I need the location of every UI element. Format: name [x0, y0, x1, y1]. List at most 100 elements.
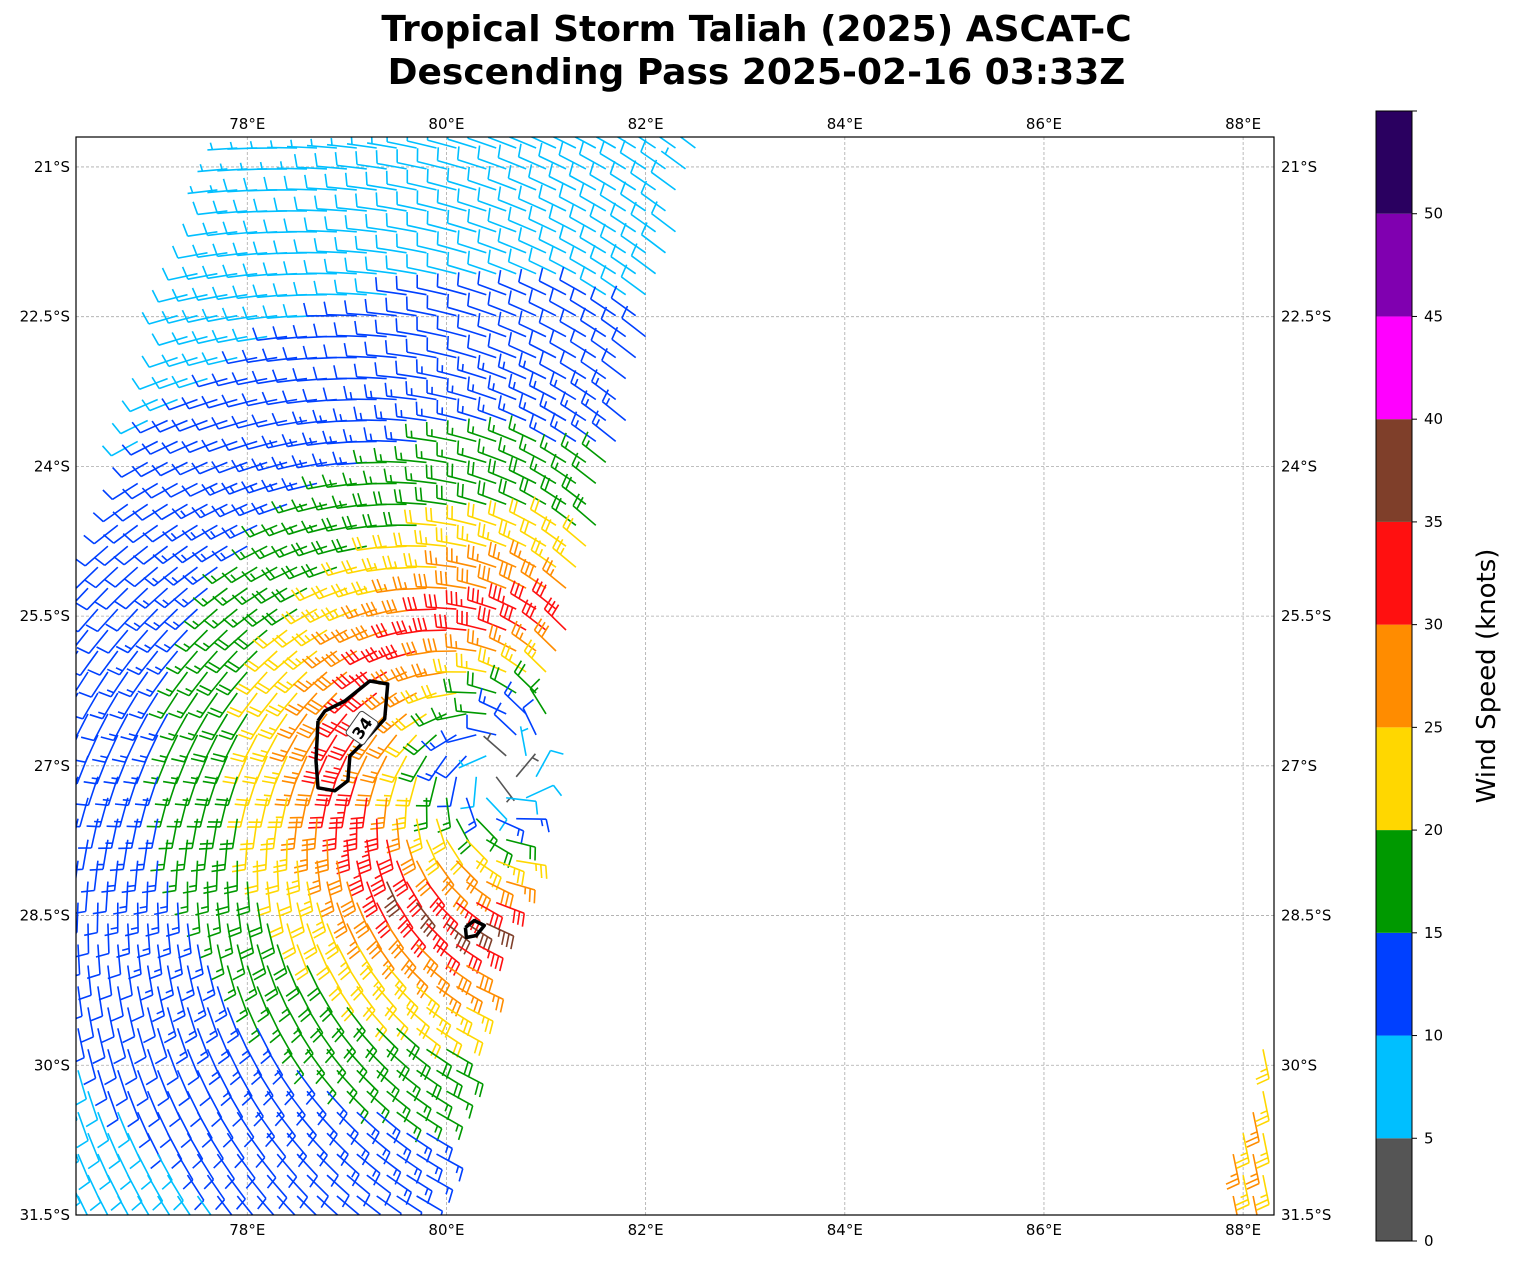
wind-barb-path	[425, 421, 457, 443]
wind-barb	[256, 1069, 274, 1106]
wind-barb-path	[135, 629, 169, 653]
wind-barb	[141, 860, 159, 894]
wind-barb-path	[456, 440, 487, 464]
y-tick-label-right: 27°S	[1281, 757, 1317, 775]
wind-barb	[323, 301, 357, 317]
wind-barb	[35, 924, 48, 957]
wind-barb	[166, 1090, 181, 1128]
wind-barb-path	[76, 986, 83, 1020]
wind-barb-path	[281, 755, 308, 785]
wind-barb	[620, 264, 647, 296]
wind-barb	[550, 453, 577, 485]
wind-barb-path	[363, 427, 397, 443]
wind-barb	[222, 221, 258, 236]
wind-barb-path	[276, 1153, 298, 1189]
wind-barb	[115, 629, 149, 654]
wind-barb	[432, 658, 467, 673]
wind-barb	[35, 1112, 47, 1147]
wind-barb-path	[493, 702, 517, 736]
wind-barb-path	[261, 348, 298, 362]
wind-barb-path	[182, 223, 218, 237]
wind-barb-path	[287, 1217, 308, 1250]
wind-barb	[231, 328, 268, 343]
wind-barb	[498, 519, 527, 547]
wind-barb	[236, 1069, 253, 1106]
wind-barb-path	[497, 144, 527, 170]
wind-barb	[365, 214, 397, 233]
wind-barb-path	[176, 1111, 193, 1149]
wind-barb	[541, 556, 567, 589]
wind-barb	[191, 287, 228, 301]
wind-barb-path	[83, 1049, 97, 1086]
wind-barb-path	[406, 211, 437, 233]
wind-barb-path	[336, 1111, 359, 1146]
wind-barb-path	[195, 881, 209, 916]
wind-barb-path	[179, 713, 209, 741]
wind-barb-path	[467, 292, 497, 317]
wind-barb-path	[446, 137, 477, 149]
wind-barb	[141, 398, 178, 412]
wind-barb	[40, 1007, 52, 1042]
wind-barb	[80, 1007, 95, 1043]
wind-barb	[123, 566, 159, 588]
wind-barb-path	[416, 274, 447, 296]
wind-barb	[76, 776, 79, 786]
wind-barb	[172, 986, 186, 1023]
wind-barb-path	[277, 881, 293, 917]
wind-barb	[222, 755, 249, 785]
wind-barb-path	[76, 587, 89, 603]
wind-barb-path	[224, 650, 258, 673]
wind-barb	[216, 1195, 233, 1215]
wind-barb	[263, 650, 298, 672]
wind-barb	[49, 840, 68, 870]
wind-barb	[376, 944, 395, 980]
wind-barb	[77, 1153, 91, 1191]
wind-barb-path	[201, 395, 238, 409]
wind-barb	[216, 1153, 235, 1190]
wind-barb	[477, 647, 507, 673]
wind-barb-path	[276, 161, 308, 170]
wind-barb	[263, 176, 298, 191]
wind-barb	[76, 818, 79, 832]
wind-barb-path	[192, 244, 228, 258]
wind-barb	[495, 901, 525, 927]
wind-barb-path	[426, 1132, 454, 1162]
wind-barb	[181, 266, 218, 280]
wind-barb	[381, 599, 417, 615]
wind-barb-path	[405, 922, 427, 958]
wind-barb-path	[117, 1153, 132, 1191]
wind-barb	[92, 503, 129, 523]
wind-barb	[191, 503, 228, 519]
wind-barb	[117, 1111, 131, 1149]
wind-barb-path	[508, 137, 537, 149]
wind-barb-path	[175, 1028, 189, 1065]
wind-barb	[650, 201, 676, 233]
wind-barb	[148, 944, 163, 980]
wind-barb-path	[148, 692, 179, 719]
wind-barb-path	[370, 622, 407, 639]
wind-barb-path	[254, 776, 278, 807]
wind-barb	[1225, 1153, 1240, 1190]
wind-barb	[143, 1007, 156, 1044]
wind-barb	[45, 1091, 57, 1126]
wind-barb	[456, 398, 487, 422]
wind-barb-path	[201, 352, 238, 366]
wind-barb-path	[124, 1049, 138, 1086]
wind-barb-path	[308, 797, 328, 829]
wind-barb-path	[346, 923, 361, 960]
wind-barb-path	[366, 965, 386, 1001]
wind-barb-path	[489, 664, 517, 694]
wind-barb-path	[68, 1217, 81, 1252]
wind-barb	[252, 327, 288, 341]
wind-barb	[227, 902, 242, 938]
wind-barb-path	[395, 360, 427, 380]
wind-barb	[578, 141, 607, 170]
wind-barb	[277, 881, 293, 917]
wind-barb	[41, 861, 58, 892]
wind-barb-path	[241, 393, 278, 407]
wind-barb-path	[98, 671, 129, 698]
wind-barb-path	[241, 524, 278, 538]
wind-barb-path	[196, 1028, 210, 1065]
wind-barb-path	[253, 198, 288, 213]
wind-barb-path	[169, 944, 183, 980]
